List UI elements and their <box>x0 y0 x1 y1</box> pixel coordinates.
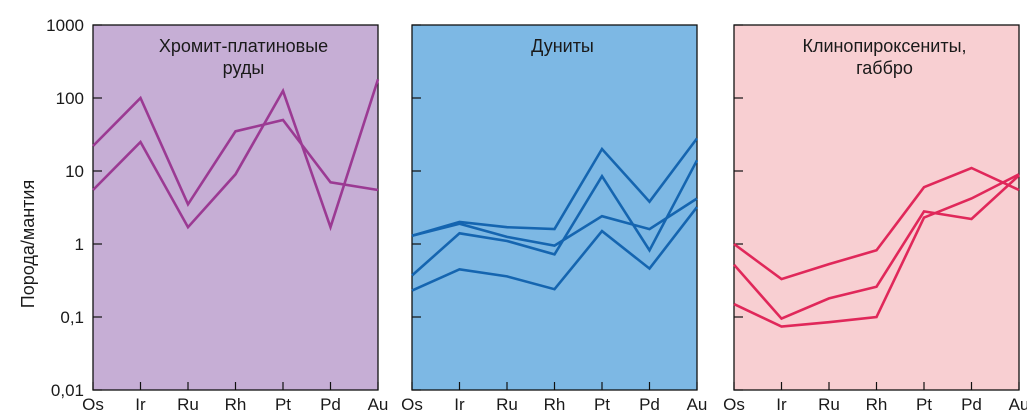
x-tick-label-ir: Ir <box>454 395 465 414</box>
y-axis-title: Порода/мантия <box>18 180 38 308</box>
panel-2: Os Ir Ru Rh Pt Pd Au Дуниты <box>401 24 708 414</box>
x-tick-label-pd: Pd <box>961 395 982 414</box>
y-tick-label: 0,1 <box>60 308 84 327</box>
y-tick-label: 1000 <box>46 16 84 35</box>
panel-3: Os Ir Ru Rh Pt Pd Au Клинопироксениты,габбро <box>723 24 1027 414</box>
x-tick-label-os: Os <box>82 395 104 414</box>
x-tick-label-pt: Pt <box>916 395 932 414</box>
y-tick-label: 10 <box>65 162 84 181</box>
x-tick-label-au: Au <box>1009 395 1027 414</box>
x-tick-label-pd: Pd <box>320 395 341 414</box>
series-line-2 <box>92 79 380 232</box>
x-tick-label-ir: Ir <box>776 395 787 414</box>
y-tick-label: 1 <box>75 235 84 254</box>
x-tick-label-au: Au <box>368 395 389 414</box>
x-tick-label-au: Au <box>687 395 708 414</box>
y-axis-tick-labels: 1000 100 10 1 0,1 0,01 <box>46 16 84 400</box>
y-tick-label: 0,01 <box>51 381 84 400</box>
x-tick-label-ir: Ir <box>135 395 146 414</box>
x-tick-label-rh: Rh <box>544 395 566 414</box>
series-line-3 <box>411 159 699 277</box>
panel-background <box>733 24 1020 391</box>
panel-title-line: Клинопироксениты, <box>802 36 966 56</box>
x-tick-label-rh: Rh <box>225 395 247 414</box>
x-tick-label-os: Os <box>723 395 745 414</box>
series-line-1 <box>733 166 1020 281</box>
x-tick-label-ru: Ru <box>818 395 840 414</box>
panel-title-line: габбро <box>856 58 913 78</box>
series-line-2 <box>733 174 1020 321</box>
panel-title-line: Хромит-платиновые <box>159 36 328 56</box>
series-line-4 <box>411 206 699 292</box>
x-tick-label-os: Os <box>401 395 423 414</box>
panel-background <box>411 24 698 391</box>
x-tick-label-pt: Pt <box>275 395 291 414</box>
x-tick-label-ru: Ru <box>177 395 199 414</box>
x-tick-label-pt: Pt <box>594 395 610 414</box>
series-line-2 <box>411 197 698 247</box>
y-tick-label: 100 <box>56 89 84 108</box>
series-line-1 <box>92 95 379 208</box>
x-tick-label-ru: Ru <box>496 395 518 414</box>
panel-background <box>92 24 379 391</box>
x-tick-label-pd: Pd <box>639 395 660 414</box>
series-line-1 <box>411 137 699 237</box>
x-tick-label-rh: Rh <box>866 395 888 414</box>
series-line-3 <box>733 173 1020 328</box>
panel-title-line: руды <box>223 58 265 78</box>
panel-title-line: Дуниты <box>531 36 594 56</box>
